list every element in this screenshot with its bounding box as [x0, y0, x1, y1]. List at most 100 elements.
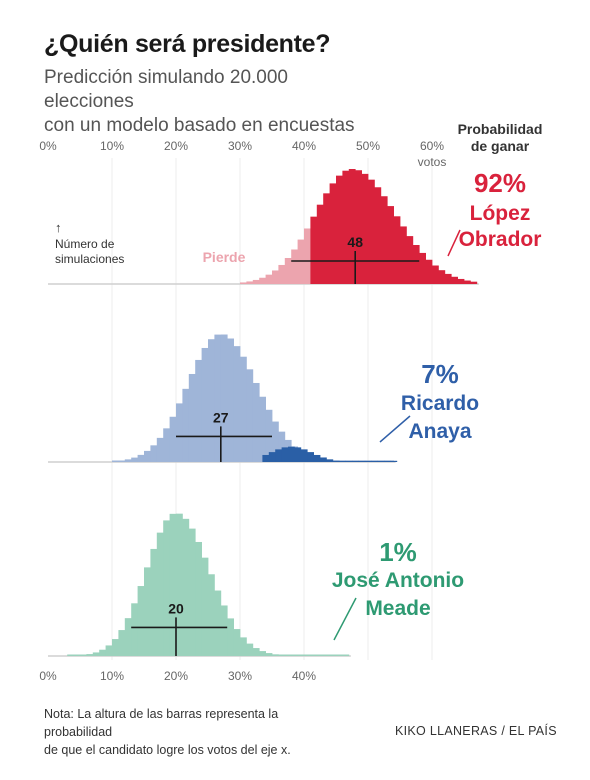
histogram-bar	[412, 244, 420, 284]
histogram-bar	[342, 170, 350, 284]
y-axis-label-line-1: Número de	[55, 237, 115, 251]
histogram-bar	[227, 618, 234, 656]
median-label: 20	[168, 600, 184, 616]
median-label: 48	[347, 234, 363, 250]
histogram-bar	[406, 236, 414, 284]
histogram-bar	[438, 270, 446, 284]
histogram-bar-win	[332, 460, 340, 462]
histogram-bar-win	[345, 460, 353, 462]
histogram-bar	[291, 654, 298, 656]
histogram-bar	[240, 637, 247, 656]
histogram-bar-win	[275, 449, 282, 462]
histogram-bar	[195, 359, 202, 462]
histogram-bar	[444, 273, 452, 284]
candidate-name-line-2: Meade	[365, 597, 430, 620]
histogram-bar-win	[313, 454, 321, 462]
histogram-bar-win	[377, 460, 385, 462]
probability-value: 1%	[379, 537, 417, 567]
histogram-bar	[419, 252, 426, 284]
histogram-bar	[214, 590, 222, 656]
histogram-bar	[297, 654, 305, 656]
histogram-bar	[329, 654, 337, 656]
histogram-bar	[208, 574, 215, 656]
histogram-bar	[374, 187, 382, 284]
histogram-bar	[112, 460, 119, 462]
x-tick-label-top: 20%	[164, 139, 188, 153]
histogram-bar	[131, 603, 138, 656]
histogram-bar	[265, 274, 273, 284]
histogram-bar	[316, 654, 324, 656]
histogram-bar	[92, 652, 100, 656]
histogram-bar	[310, 654, 318, 656]
histogram-bar	[400, 226, 407, 284]
histogram-bar	[265, 653, 273, 656]
histogram-bar	[99, 649, 106, 656]
histogram-bar	[156, 437, 164, 462]
histogram-bar	[304, 654, 311, 656]
probability-value: 92%	[474, 168, 526, 198]
histogram-bar-win	[390, 460, 398, 462]
histogram-bar	[201, 557, 209, 656]
histogram-bar	[278, 264, 286, 284]
label-connector	[333, 597, 357, 641]
histogram-bar	[272, 654, 279, 656]
histogram-bar	[425, 259, 433, 284]
x-tick-label-top: 10%	[100, 139, 124, 153]
prob-header-line-1: Probabilidad	[458, 121, 543, 137]
histogram-bar	[380, 196, 388, 284]
histogram-bar	[278, 431, 286, 462]
histogram-bar	[124, 618, 132, 656]
histogram-bar-win	[294, 447, 302, 462]
histogram-bar	[208, 339, 215, 462]
histogram-bar	[246, 281, 254, 284]
histogram-bar	[284, 654, 292, 656]
footnote: Nota: La altura de las barras representa…	[44, 705, 344, 759]
histogram-bar	[73, 654, 81, 656]
histogram-bar	[163, 428, 170, 462]
histogram-bar-win	[262, 454, 270, 462]
histogram-bar	[291, 249, 298, 284]
histogram-bar	[252, 279, 260, 284]
histogram-bar	[233, 629, 241, 656]
histogram-bar	[182, 388, 190, 462]
histogram-bar	[240, 282, 247, 284]
histogram-bar	[464, 280, 471, 284]
histogram-bar-win	[300, 449, 308, 462]
candidate-name-line-1: Ricardo	[401, 392, 479, 415]
histogram-bar	[284, 257, 292, 284]
histogram-bar	[323, 193, 330, 284]
histogram-bar	[67, 654, 74, 656]
histogram-bar	[144, 567, 151, 656]
x-tick-label-bottom: 10%	[100, 669, 124, 683]
histogram-bar	[252, 648, 260, 656]
histogram-bar-win	[320, 457, 327, 462]
histogram-bar	[310, 216, 318, 284]
histogram-bar	[144, 450, 151, 462]
y-axis-arrow: ↑	[55, 220, 62, 235]
histogram-bar	[80, 654, 87, 656]
histogram-bar	[137, 454, 145, 462]
histogram-bar	[246, 643, 254, 656]
histogram-bar	[220, 334, 228, 462]
histogram-bar	[368, 179, 375, 284]
prob-header-line-2: de ganar	[471, 138, 530, 154]
histogram-bar	[131, 457, 138, 462]
histogram-bar	[432, 265, 439, 284]
histogram-bar	[169, 513, 177, 656]
histogram-bar	[137, 586, 145, 656]
subtitle-line-1: Predicción simulando 20.000 elecciones	[44, 67, 288, 112]
histogram-bar	[457, 278, 465, 284]
histogram-bar	[176, 513, 183, 656]
histogram-bar	[112, 639, 119, 656]
histogram-bar-win	[339, 460, 346, 462]
probability-value: 7%	[421, 359, 459, 389]
candidate-name-line-2: Anaya	[408, 420, 471, 443]
histogram-bar	[156, 532, 164, 656]
label-connector	[379, 415, 411, 443]
x-tick-label-bottom: 40%	[292, 669, 316, 683]
footnote-line-2: de que el candidato logre los votos del …	[44, 743, 291, 757]
y-axis-label-line-2: simulaciones	[55, 252, 124, 266]
subtitle-line-2: con un modelo basado en encuestas	[44, 115, 355, 136]
x-unit-label: votos	[418, 155, 447, 169]
